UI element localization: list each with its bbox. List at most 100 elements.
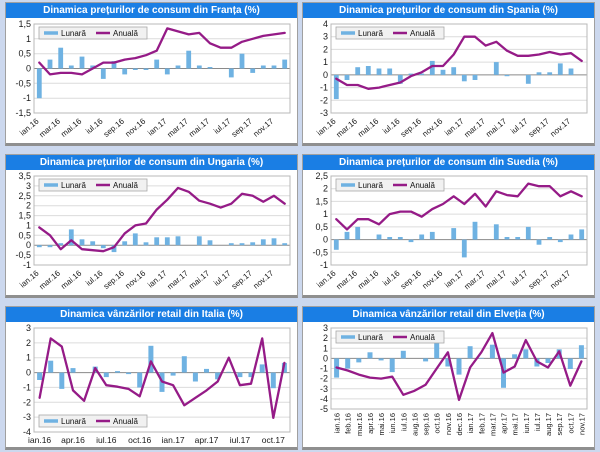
y-axis-tick: 1 [323,57,328,67]
line-series [38,337,286,420]
x-axis-tick: iul.17 [533,413,542,431]
line-series [38,27,286,76]
x-axis-tick: sep.17 [230,268,255,291]
legend-label-lunara: Lunară [61,181,86,190]
y-axis-tick: 1 [26,34,31,44]
y-axis-tick: 1,5 [18,19,31,29]
y-axis-tick: -3 [320,108,328,118]
y-axis-tick: -5 [320,404,328,414]
x-axis-tick: nov.16 [444,413,453,435]
x-axis-tick: apr.16 [366,413,375,434]
legend-label-anuala: Anuală [410,29,435,38]
x-axis-tick: ian.17 [443,116,466,137]
y-axis-tick: 0,5 [18,49,31,59]
x-axis-tick: iun.16 [388,413,397,433]
chart-canvas-ungaria: 3,532,521,510,50-0,5-1ian.16mar.16mai.16… [6,170,297,295]
y-axis-tick: -2 [320,95,328,105]
y-axis-tick: 3 [323,323,328,333]
legend-label-lunara: Lunară [358,29,383,38]
x-axis-tick: nov.16 [124,268,148,290]
x-axis-tick: mar.17 [488,413,497,436]
x-axis-tick: nov.17 [577,413,586,435]
x-axis-tick: sep.16 [399,116,424,139]
y-axis-tick: 0 [323,353,328,363]
legend: Lunară Anuală [335,26,445,40]
chart-title: Dinamica prețurilor de consum din Franța… [6,3,297,18]
legend-label-lunara: Lunară [61,417,86,426]
x-axis-tick: sep.17 [527,268,552,291]
bar-series [36,229,288,253]
chart-panel-elvetia: Dinamica vânzărilor retail din Elveția (… [302,306,595,450]
legend: Lunară Anuală [335,330,445,344]
legend-label-lunara: Lunară [358,181,383,190]
x-axis-tick: sep.17 [527,116,552,139]
chart-title: Dinamica prețurilor de consum din Spania… [303,3,594,18]
x-axis-tick: mar.16 [334,116,359,139]
x-axis-tick: ian.16 [333,413,342,433]
y-axis-tick: -1 [320,364,328,374]
x-axis-tick: ian.17 [162,435,185,445]
chart-title: Dinamica vânzărilor retail din Italia (%… [6,307,297,322]
bar-series [36,47,288,99]
y-axis-tick: 1 [323,343,328,353]
x-axis-tick: ian.17 [146,268,169,289]
legend-label-anuala: Anuală [410,181,435,190]
x-axis-tick: sep.16 [102,116,127,139]
x-axis-tick: mar.17 [165,268,190,291]
y-axis-tick: -3 [23,412,31,422]
legend-label-lunara: Lunară [358,333,383,342]
y-axis-tick: 1,5 [315,196,328,206]
x-axis-tick: oct.16 [128,435,151,445]
x-axis-tick: sep.17 [555,413,564,436]
x-axis-tick: sep.16 [102,268,127,291]
x-axis-tick: sep.17 [230,116,255,139]
y-axis-tick: -1 [23,382,31,392]
x-axis-tick: ian.17 [443,268,466,289]
x-axis-tick: ian.16 [18,268,41,289]
x-axis-tick: oct.16 [433,413,442,433]
y-axis-tick: 0 [323,235,328,245]
x-axis-tick: aug.17 [544,413,553,436]
x-axis-tick: iun.17 [522,413,531,433]
y-axis-tick: 3,5 [18,171,31,181]
chart-title: Dinamica prețurilor de consum din Ungari… [6,155,297,170]
y-axis-tick: 0,5 [315,222,328,232]
y-axis-tick: -1 [23,93,31,103]
y-axis-tick: 1 [26,353,31,363]
y-axis-tick: 1,5 [18,211,31,221]
y-axis-tick: -3 [320,384,328,394]
x-axis-tick: mai.16 [59,116,84,139]
x-axis-tick: nov.17 [549,268,573,290]
x-axis-tick: nov.16 [421,116,445,138]
x-axis-tick: iul.16 [96,435,117,445]
x-axis-tick: mai.17 [484,116,509,139]
x-axis-tick: mar.17 [462,268,487,291]
y-axis-tick: 4 [323,19,328,29]
x-axis-tick: apr.17 [500,413,509,434]
legend-label-anuala: Anuală [113,29,138,38]
chart-panel-italia: Dinamica vânzărilor retail din Italia (%… [5,306,298,450]
x-axis-tick: dec.16 [455,413,464,436]
x-axis-tick: mai.17 [484,268,509,291]
chart-panel-franta: Dinamica prețurilor de consum din Franța… [5,2,298,146]
x-axis-tick: iul.17 [230,435,251,445]
y-axis-tick: 3 [26,181,31,191]
x-axis-tick: mar.16 [334,268,359,291]
y-axis-tick: -1 [320,83,328,93]
x-axis-tick: mar.17 [165,116,190,139]
x-axis-tick: mai.16 [356,116,381,139]
x-axis-tick: nov.17 [252,116,276,138]
x-axis-tick: sep.16 [399,268,424,291]
x-axis-tick: mar.16 [355,413,364,436]
x-axis-tick: ian.17 [146,116,169,137]
y-axis-tick: -1,5 [15,108,31,118]
line-series [335,331,583,402]
x-axis-tick: ian.16 [315,116,338,137]
chart-panel-suedia: Dinamica prețurilor de consum din Suedia… [302,154,595,298]
x-axis-tick: ian.16 [18,116,41,137]
x-axis-tick: nov.17 [549,116,573,138]
